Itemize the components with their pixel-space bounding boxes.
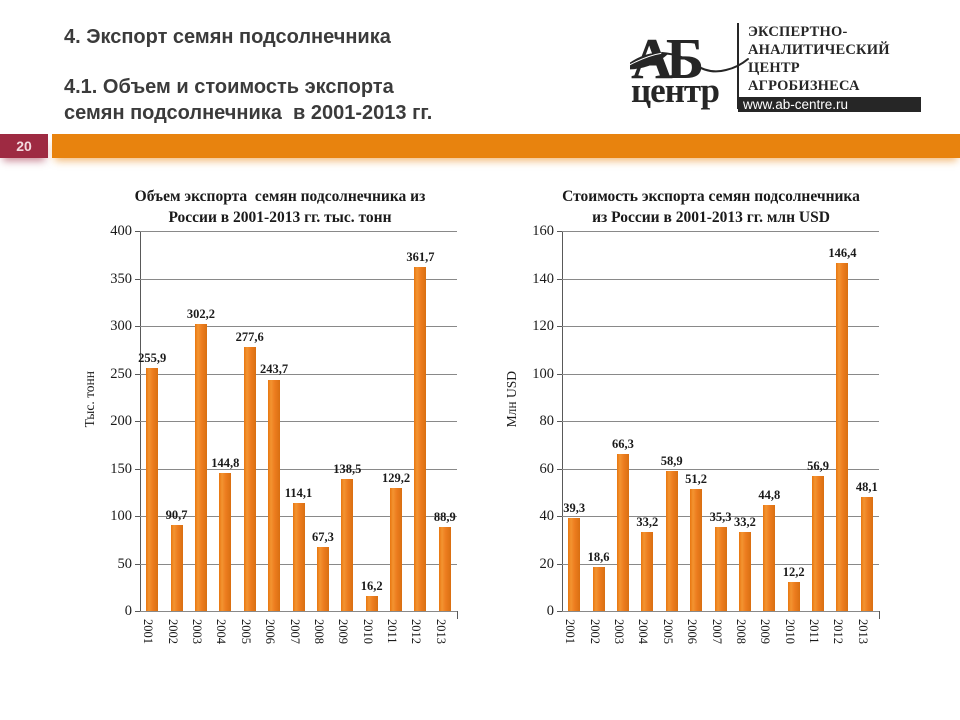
svg-text:АГРОБИЗНЕСА: АГРОБИЗНЕСА [748, 78, 860, 94]
svg-text:центр: центр [631, 71, 719, 110]
svg-text:ЦЕНТР: ЦЕНТР [748, 60, 800, 76]
svg-text:АНАЛИТИЧЕСКИЙ: АНАЛИТИЧЕСКИЙ [748, 41, 890, 58]
svg-text:ЭКСПЕРТНО-: ЭКСПЕРТНО- [748, 24, 848, 40]
svg-text:www.ab-centre.ru: www.ab-centre.ru [742, 97, 848, 112]
